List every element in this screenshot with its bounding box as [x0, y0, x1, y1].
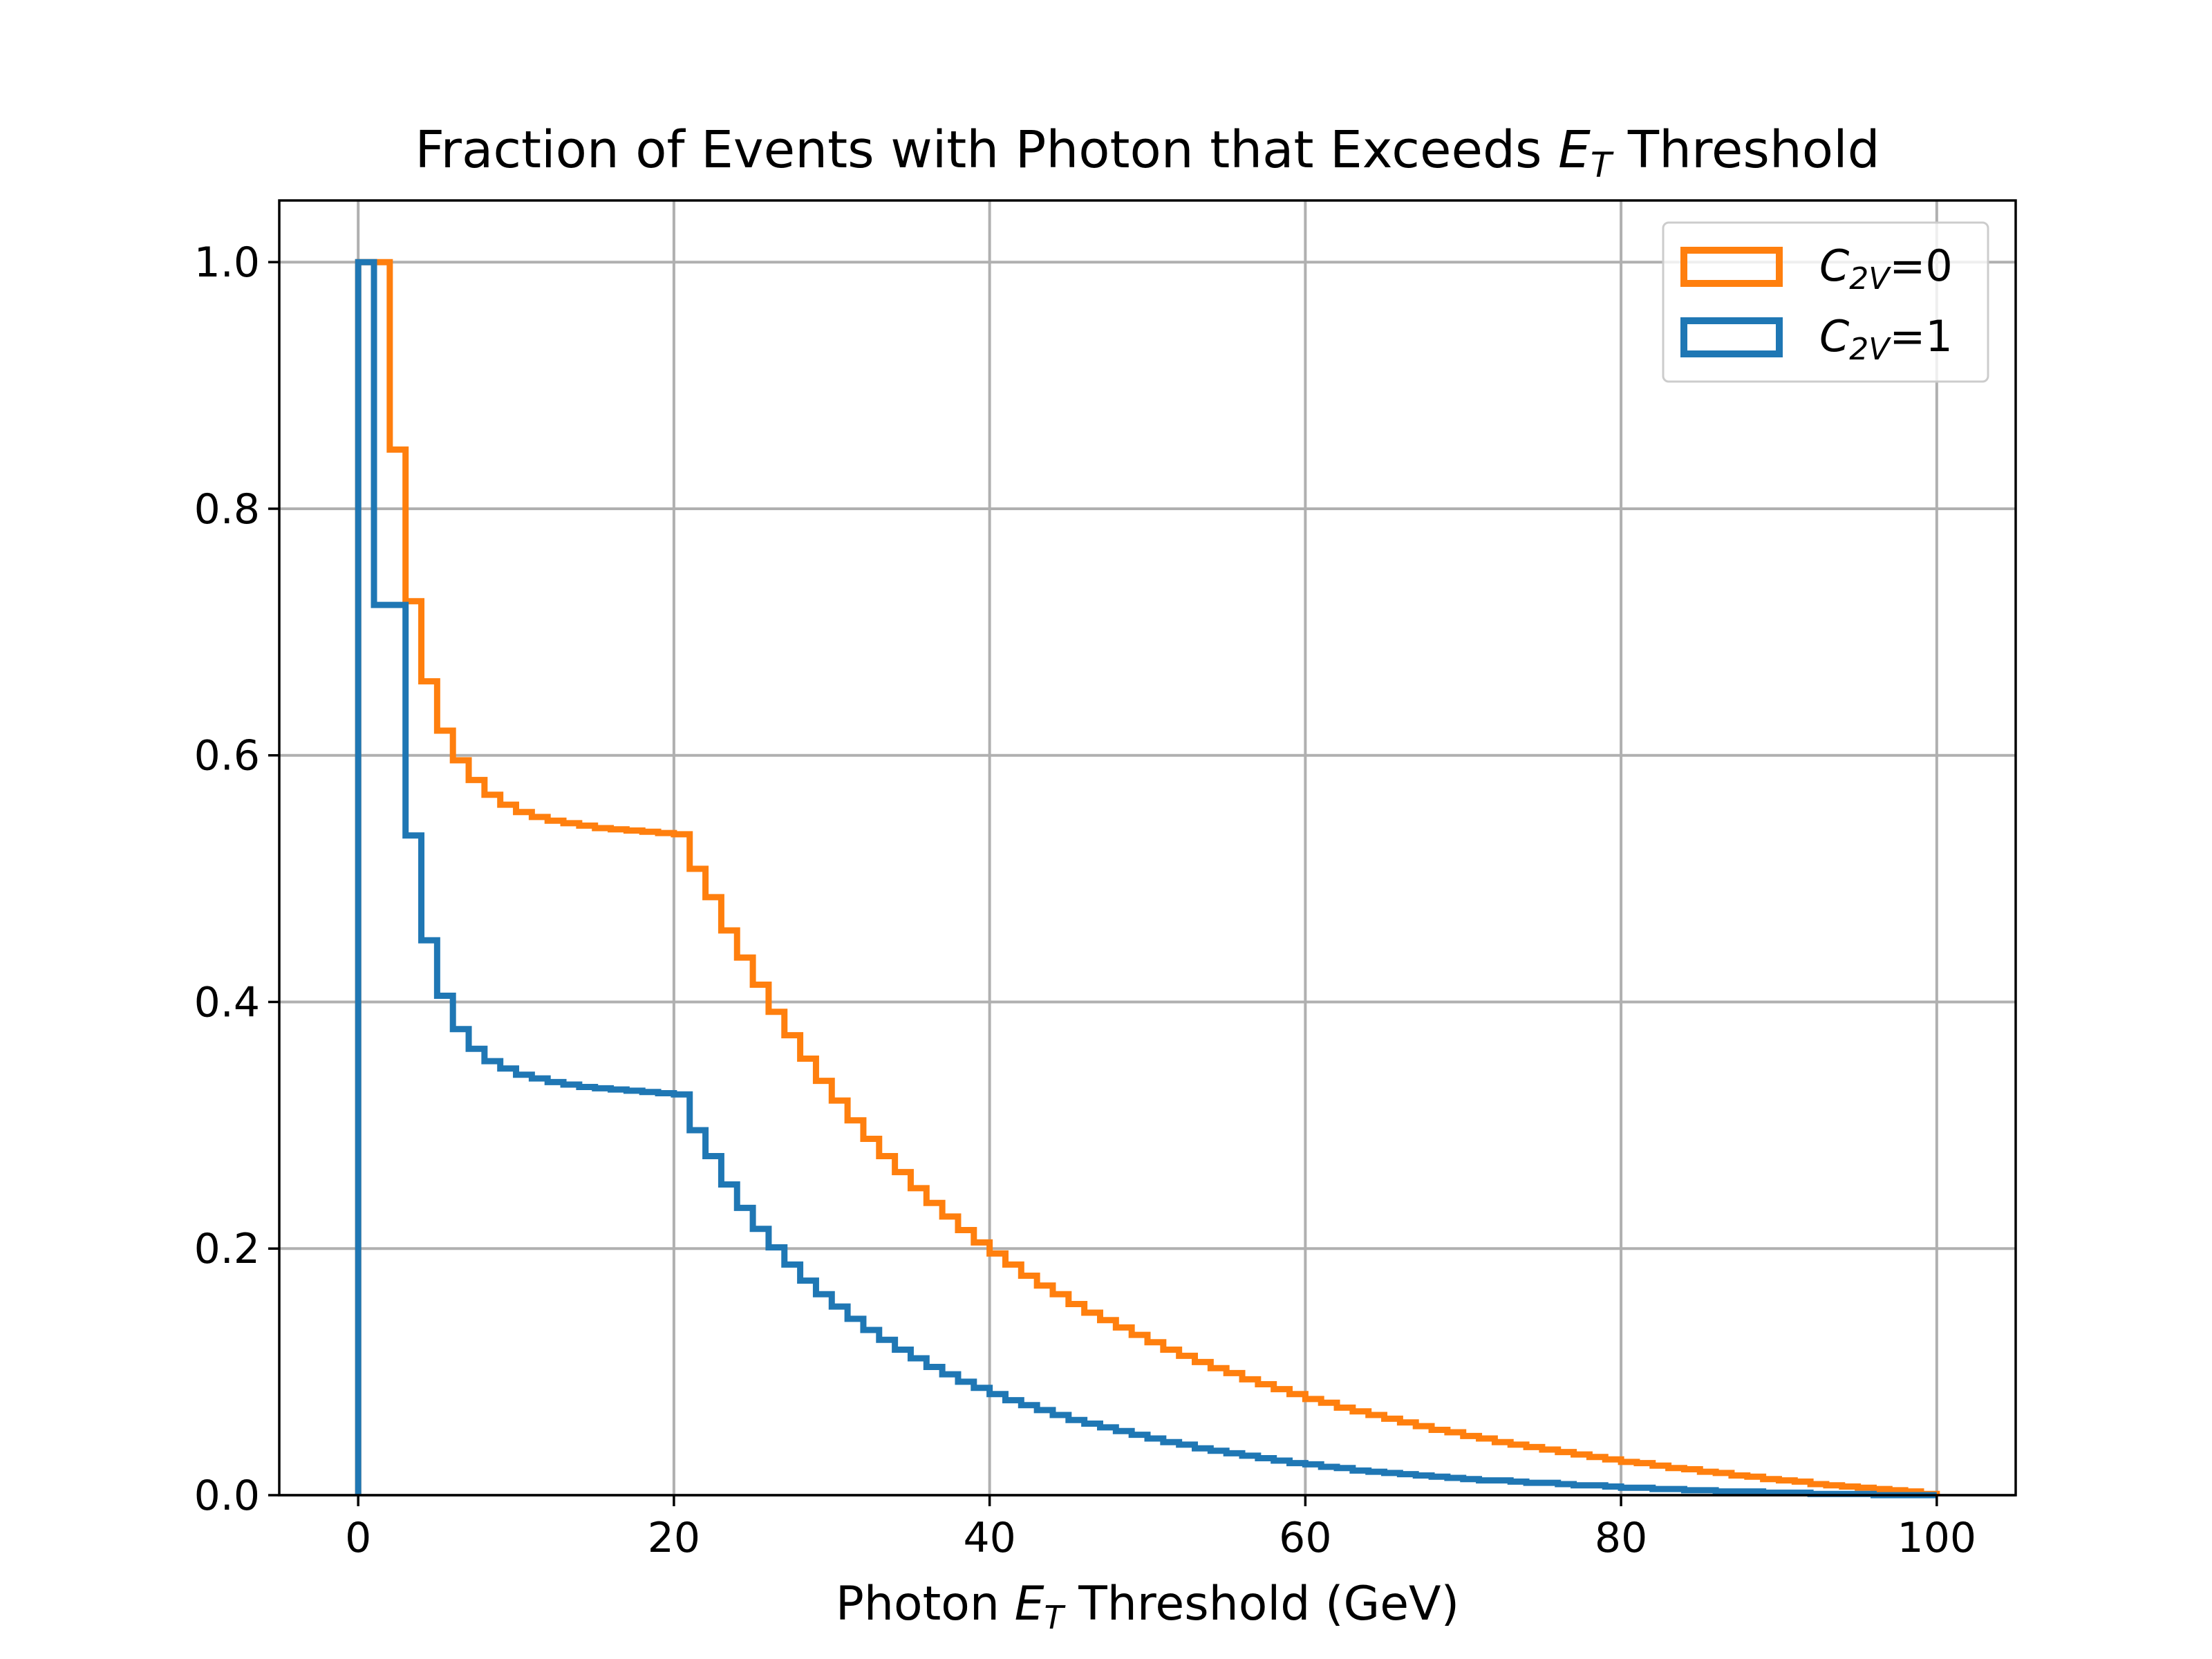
y-tick-label: 0.8 — [194, 485, 260, 534]
y-tick-label: 0.0 — [194, 1472, 260, 1520]
chart-title: Fraction of Events with Photon that Exce… — [415, 120, 1880, 185]
legend-0-base: C — [1819, 241, 1850, 291]
title-math-base: E — [1558, 120, 1591, 180]
x-tick-label: 60 — [1279, 1514, 1331, 1562]
x-tick-label: 100 — [1897, 1514, 1977, 1562]
y-tick-label: 1.0 — [194, 238, 260, 287]
xlabel-math-base: E — [1015, 1577, 1044, 1631]
legend-1-suffix: =1 — [1889, 311, 1952, 362]
legend-swatch-c2v-0 — [1680, 247, 1783, 287]
x-tick-label: 40 — [963, 1514, 1015, 1562]
legend: C2V=0 C2V=1 — [1662, 221, 1989, 383]
title-suffix: Threshold — [1611, 120, 1880, 180]
x-axis-label: Photon ET Threshold (GeV) — [836, 1577, 1459, 1636]
legend-1-base: C — [1819, 311, 1850, 362]
legend-swatch-c2v-1 — [1680, 317, 1783, 357]
x-tick-label: 20 — [648, 1514, 700, 1562]
y-tick-label: 0.6 — [194, 732, 260, 780]
y-axis: 0.0 0.2 0.4 0.6 0.8 1.0 — [194, 238, 279, 1520]
grid — [279, 200, 2016, 1497]
x-tick-label: 0 — [345, 1514, 371, 1562]
xlabel-suffix: Threshold (GeV) — [1064, 1577, 1459, 1631]
axes-frame — [278, 199, 2017, 1497]
legend-label-c2v-0: C2V=0 — [1819, 241, 1953, 297]
legend-0-sub: 2V — [1849, 261, 1891, 297]
xlabel-prefix: Photon — [836, 1577, 1015, 1631]
series-C2V=1 — [355, 259, 1937, 1499]
legend-0-suffix: =0 — [1889, 241, 1952, 291]
x-tick-label: 80 — [1595, 1514, 1647, 1562]
title-prefix: Fraction of Events with Photon that Exce… — [415, 120, 1558, 180]
title-math-sub: T — [1591, 145, 1614, 185]
series-line-C2V=0 — [355, 259, 1940, 1497]
series-layer — [355, 259, 1940, 1499]
y-tick-label: 0.2 — [194, 1225, 260, 1273]
series-C2V=0 — [355, 259, 1940, 1497]
plot-area — [279, 200, 2016, 1495]
y-tick-label: 0.4 — [194, 978, 260, 1027]
series-line-C2V=1 — [355, 259, 1937, 1499]
x-axis: 0 20 40 60 80 100 — [345, 1495, 1976, 1562]
legend-label-c2v-1: C2V=1 — [1819, 311, 1953, 367]
legend-box — [1662, 221, 1989, 383]
legend-1-sub: 2V — [1849, 332, 1891, 367]
xlabel-math-sub: T — [1044, 1599, 1067, 1636]
